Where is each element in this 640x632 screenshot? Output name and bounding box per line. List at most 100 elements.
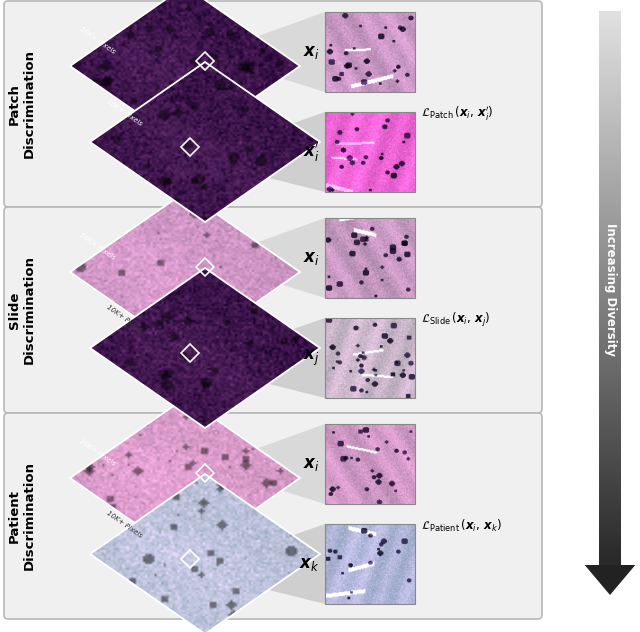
Bar — [599, 553, 621, 557]
Bar — [599, 350, 621, 355]
Polygon shape — [585, 565, 636, 595]
Bar — [325, 12, 415, 92]
Bar — [599, 298, 621, 303]
Bar — [599, 88, 621, 93]
Bar — [599, 137, 621, 141]
Text: $\boldsymbol{x}_k$: $\boldsymbol{x}_k$ — [300, 555, 320, 573]
Bar — [599, 103, 621, 108]
Bar — [599, 40, 621, 45]
Bar — [599, 159, 621, 163]
Bar — [599, 99, 621, 104]
Bar — [599, 545, 621, 550]
Bar — [599, 339, 621, 344]
Bar — [599, 475, 621, 480]
Bar — [599, 66, 621, 71]
Text: $\boldsymbol{x}_i^{\prime}$: $\boldsymbol{x}_i^{\prime}$ — [303, 140, 320, 164]
Bar — [599, 523, 621, 528]
Bar — [599, 295, 621, 300]
Bar — [599, 77, 621, 82]
Bar — [599, 509, 621, 513]
Bar — [599, 147, 621, 152]
Text: Increasing Diversity: Increasing Diversity — [604, 223, 616, 356]
Bar — [599, 114, 621, 119]
Bar — [599, 490, 621, 495]
Text: $\mathcal{L}_{\mathrm{Patch}}\,(\boldsymbol{x}_i,\,\boldsymbol{x}_i^{\prime})$: $\mathcal{L}_{\mathrm{Patch}}\,(\boldsym… — [421, 105, 493, 123]
Bar — [599, 111, 621, 115]
Bar — [599, 151, 621, 155]
Bar — [599, 254, 621, 259]
Bar — [599, 461, 621, 465]
Polygon shape — [196, 12, 325, 92]
Bar — [599, 251, 621, 255]
Bar — [599, 398, 621, 403]
Bar — [599, 85, 621, 89]
Bar — [599, 527, 621, 532]
Bar — [599, 402, 621, 406]
Bar — [599, 55, 621, 60]
Bar — [599, 288, 621, 292]
Bar — [599, 280, 621, 285]
Text: 10K+ Pixels: 10K+ Pixels — [105, 98, 143, 127]
Bar — [599, 52, 621, 56]
Bar — [599, 195, 621, 200]
Bar — [599, 155, 621, 159]
Bar — [599, 306, 621, 310]
Bar — [599, 372, 621, 377]
Text: 10K+ Pixels: 10K+ Pixels — [105, 304, 143, 333]
Bar — [599, 450, 621, 454]
Bar — [599, 18, 621, 23]
Bar — [599, 262, 621, 266]
Bar — [599, 121, 621, 126]
Bar — [599, 494, 621, 499]
Bar — [599, 81, 621, 86]
Bar — [599, 199, 621, 204]
Polygon shape — [181, 318, 325, 398]
Text: $\boldsymbol{x}_i$: $\boldsymbol{x}_i$ — [303, 249, 320, 267]
Text: $\mathcal{L}_{\mathrm{Slide}}\,(\boldsymbol{x}_i,\,\boldsymbol{x}_j)$: $\mathcal{L}_{\mathrm{Slide}}\,(\boldsym… — [421, 311, 490, 329]
Bar — [599, 96, 621, 100]
Bar — [599, 520, 621, 525]
Text: 10K+ Pixels: 10K+ Pixels — [78, 26, 116, 55]
Text: Patient
Discrimination: Patient Discrimination — [8, 461, 36, 571]
Bar — [599, 439, 621, 443]
Bar — [599, 328, 621, 332]
Bar — [599, 368, 621, 374]
Bar — [599, 210, 621, 215]
Bar — [599, 416, 621, 421]
Bar — [599, 557, 621, 561]
Bar — [599, 406, 621, 410]
Bar — [599, 166, 621, 171]
FancyBboxPatch shape — [4, 413, 542, 619]
Bar — [599, 44, 621, 49]
Bar — [599, 358, 621, 362]
Bar — [599, 30, 621, 34]
Bar — [599, 336, 621, 340]
Bar — [599, 265, 621, 270]
Bar — [599, 188, 621, 193]
Bar — [599, 310, 621, 314]
Bar — [599, 531, 621, 535]
Bar — [599, 125, 621, 130]
Bar — [599, 424, 621, 428]
Bar — [599, 505, 621, 509]
Bar — [599, 185, 621, 189]
Bar — [599, 143, 621, 149]
Polygon shape — [181, 112, 325, 192]
Bar — [325, 112, 415, 192]
Text: $\boldsymbol{x}_i$: $\boldsymbol{x}_i$ — [303, 455, 320, 473]
Bar — [599, 468, 621, 473]
Bar — [599, 232, 621, 237]
Bar — [599, 376, 621, 380]
Bar — [599, 501, 621, 506]
Bar — [599, 133, 621, 137]
Bar — [599, 497, 621, 502]
Bar — [599, 276, 621, 281]
FancyBboxPatch shape — [4, 1, 542, 207]
Bar — [599, 247, 621, 252]
Bar — [599, 457, 621, 462]
Polygon shape — [196, 218, 325, 298]
Bar — [599, 384, 621, 388]
Bar — [599, 561, 621, 565]
Bar — [599, 428, 621, 432]
Bar — [599, 15, 621, 20]
